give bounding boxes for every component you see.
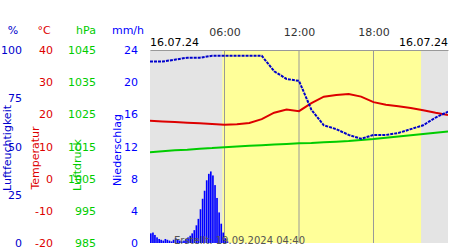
y-tick: 30 (39, 76, 53, 89)
x-axis: 06:00 12:00 18:00 (151, 26, 449, 51)
bar (165, 239, 167, 243)
line (150, 131, 448, 152)
bar (212, 175, 214, 243)
bar (167, 240, 169, 243)
axis-unit: % (8, 24, 18, 37)
grid-line (299, 50, 300, 243)
y-tick: 1025 (68, 108, 96, 121)
bar (169, 241, 171, 243)
bar (206, 180, 208, 243)
y-tick-label: 1035 (68, 76, 96, 89)
axis-title: Luftfeuchtigkeit (1, 104, 14, 191)
y-axis-line (138, 51, 139, 244)
y-tick: 985 (75, 237, 96, 250)
axis-unit: mm/h (112, 24, 144, 37)
y-tick: 16 (124, 108, 138, 121)
y-tick: 0 (46, 173, 53, 186)
y-tick-label: -10 (35, 205, 53, 218)
y-tick-label: 24 (124, 44, 138, 57)
y-tick: 8 (131, 173, 138, 186)
chart: 06:0012:0018:000255075100%Luftfeuchtigke… (0, 0, 450, 250)
date-right: 16.07.24 (399, 36, 448, 49)
x-tick-label: 18:00 (358, 26, 390, 39)
y-tick: -20 (35, 237, 53, 250)
y-axis-line (96, 51, 97, 244)
y-tick-label: 0 (15, 237, 22, 250)
y-tick-label: 20 (39, 108, 53, 121)
axis-unit: °C (37, 24, 51, 37)
bar (160, 240, 162, 243)
date-left: 16.07.24 (150, 36, 199, 49)
y-tick: 75 (8, 92, 22, 105)
y-tick: 20 (124, 76, 138, 89)
y-tick: 40 (39, 44, 53, 57)
y-tick-label: 0 (131, 237, 138, 250)
y-tick-label: 4 (131, 205, 138, 218)
y-tick: -10 (35, 205, 53, 218)
y-axis-line (53, 51, 54, 244)
x-tick-label: 06:00 (209, 26, 241, 39)
y-tick: 1045 (68, 44, 96, 57)
y-tick: 12 (124, 141, 138, 154)
y-tick: 0 (131, 237, 138, 250)
y-tick: 20 (39, 108, 53, 121)
bar (158, 239, 160, 243)
line (150, 94, 448, 125)
bar (156, 237, 158, 243)
bar (210, 171, 212, 243)
created-note: Erstellt: 19.09.2024 04:40 (174, 235, 305, 246)
bar (154, 235, 156, 243)
y-tick-label: 30 (39, 76, 53, 89)
y-tick-label: 0 (46, 173, 53, 186)
y-axis-line (22, 51, 23, 244)
bar (152, 233, 154, 243)
y-axis: 98599510051015102510351045 (68, 44, 97, 250)
y-tick: 995 (75, 205, 96, 218)
bar (171, 241, 173, 243)
y-tick-label: 985 (75, 237, 96, 250)
bar (150, 233, 152, 243)
y-tick-label: 8 (131, 173, 138, 186)
y-tick-label: 995 (75, 205, 96, 218)
night-shade (150, 50, 448, 243)
y-tick: 24 (124, 44, 138, 57)
y-tick-label: 12 (124, 141, 138, 154)
y-tick: 4 (131, 205, 138, 218)
y-tick-label: 16 (124, 108, 138, 121)
x-tick: 18:00 (358, 26, 390, 50)
y-tick-label: 75 (8, 92, 22, 105)
bar (162, 241, 164, 243)
y-tick-label: 40 (39, 44, 53, 57)
axis-title: Luftdruck (71, 138, 84, 190)
background (150, 50, 448, 243)
bar-series (150, 171, 228, 243)
axis-title: Niederschlag (111, 114, 124, 186)
axis-unit: hPa (76, 24, 96, 37)
plot-area (150, 56, 448, 243)
grid-line (373, 50, 374, 243)
x-tick: 06:00 (209, 26, 241, 50)
y-axis: 0 4 8 12 16 20 24 (124, 44, 139, 250)
y-tick: 0 (15, 237, 22, 250)
y-tick-label: -20 (35, 237, 53, 250)
y-tick-label: 1045 (68, 44, 96, 57)
x-tick-label: 12:00 (284, 26, 316, 39)
x-tick: 12:00 (284, 26, 316, 50)
y-tick: 1035 (68, 76, 96, 89)
axis-title: Temperatur (29, 126, 42, 191)
y-tick-label: 1025 (68, 108, 96, 121)
y-tick: 100 (1, 44, 22, 57)
y-axis: 0255075100 (1, 44, 23, 250)
line (150, 56, 448, 139)
bar (208, 174, 210, 243)
y-tick-label: 20 (124, 76, 138, 89)
y-tick-label: 100 (1, 44, 22, 57)
